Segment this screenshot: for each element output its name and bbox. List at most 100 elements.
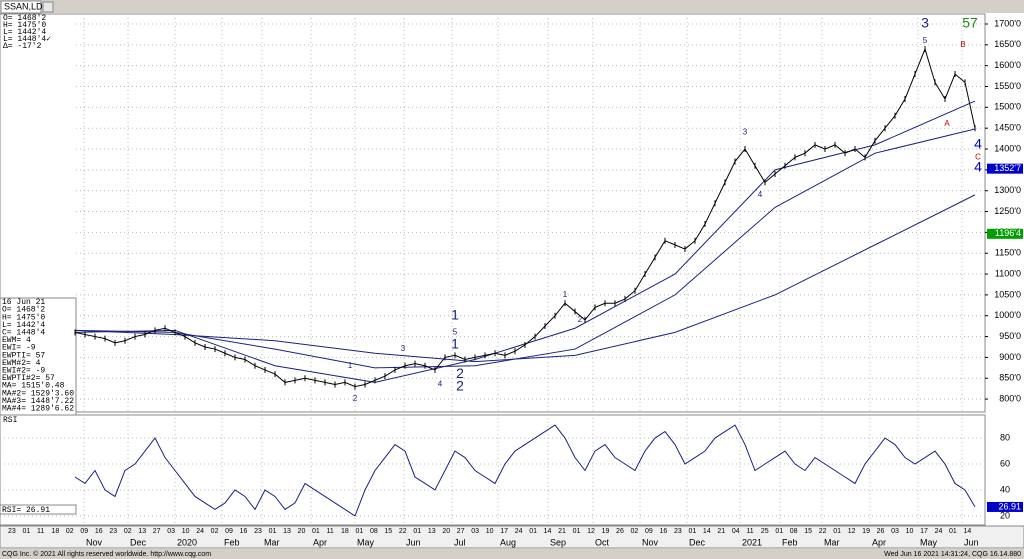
- wave-label: 2: [456, 377, 464, 393]
- price-pane: [0, 13, 986, 413]
- wave-label: 57: [962, 15, 978, 31]
- day-label: 22: [399, 528, 407, 535]
- day-label: 01: [355, 528, 363, 535]
- y-tick-label: 1150'0: [995, 248, 1021, 258]
- day-label: 24: [935, 528, 943, 535]
- info-line: O= 1468'2: [3, 14, 46, 23]
- y-tick-label: 1050'0: [994, 289, 1021, 299]
- y-tick-label: 1450'0: [994, 123, 1021, 133]
- wave-label: 4: [758, 190, 763, 199]
- month-label: Apr: [872, 537, 886, 547]
- info-line: MA#3= 1448'7.22: [2, 397, 74, 406]
- rsi-line: [74, 424, 976, 517]
- rsi-label: RSI: [3, 416, 17, 425]
- tab-bar: [0, 0, 1024, 13]
- info-line: O= 1468'2: [2, 306, 45, 315]
- rsi-tick-label: 60: [1000, 458, 1010, 468]
- y-tick-label: 850'0: [999, 373, 1021, 383]
- month-label: Jul: [454, 537, 466, 547]
- wave-label: 2: [353, 394, 358, 403]
- day-label: 12: [848, 528, 856, 535]
- wave-label: 1: [451, 336, 459, 352]
- day-label: 27: [457, 528, 465, 535]
- day-label: 18: [341, 528, 349, 535]
- day-label: 16: [95, 528, 103, 535]
- y-tick-label: 900'0: [999, 352, 1021, 362]
- status-left: CQG Inc. © 2021 All rights reserved worl…: [2, 550, 211, 558]
- rsi-tag-label: 26.91: [998, 501, 1021, 511]
- rsi-tick-label: 20: [1000, 510, 1010, 520]
- add-tab[interactable]: [42, 1, 54, 13]
- day-label: 02: [631, 528, 639, 535]
- day-label: 19: [862, 528, 870, 535]
- y-tick-label: 1000'0: [994, 310, 1021, 320]
- month-label: Apr: [313, 537, 327, 547]
- day-label: 24: [515, 528, 523, 535]
- day-label: 01: [22, 528, 30, 535]
- y-tick-label: 1100'0: [995, 268, 1021, 278]
- day-label: 08: [790, 528, 798, 535]
- day-label: 23: [254, 528, 262, 535]
- day-label: 01: [269, 528, 277, 535]
- month-label: Feb: [782, 537, 798, 547]
- y-tick-label: 1400'0: [994, 143, 1021, 153]
- wave-label: 4: [974, 136, 982, 152]
- day-label: 21: [558, 528, 566, 535]
- day-label: 14: [703, 528, 711, 535]
- date-axis: [0, 525, 1024, 549]
- moving-average: [74, 194, 976, 363]
- day-label: 11: [327, 528, 334, 535]
- wave-label: 5: [453, 328, 458, 337]
- day-label: 01: [413, 528, 421, 535]
- month-label: Nov: [642, 537, 659, 547]
- day-label: 20: [442, 528, 450, 535]
- day-label: 27: [153, 528, 161, 535]
- rsi-tick-label: 80: [1000, 432, 1010, 442]
- day-label: 11: [37, 528, 44, 535]
- day-label: 01: [949, 528, 957, 535]
- day-label: 11: [746, 528, 753, 535]
- tab[interactable]: [0, 0, 42, 14]
- month-label: Dec: [689, 537, 706, 547]
- day-label: 09: [80, 528, 88, 535]
- month-label: Feb: [224, 537, 240, 547]
- day-label: 02: [124, 528, 132, 535]
- day-label: 01: [775, 528, 783, 535]
- day-label: 14: [544, 528, 552, 535]
- day-label: 16: [240, 528, 248, 535]
- wave-label: 1: [451, 306, 459, 322]
- info-line: C= 1448'4: [2, 329, 45, 338]
- month-label: Sep: [550, 537, 566, 547]
- month-label: Mar: [264, 537, 280, 547]
- y-tick-label: 1600'0: [994, 60, 1021, 70]
- status-right: Wed Jun 16 2021 14:31:24, CQG 16.14.880: [884, 551, 1021, 558]
- wave-label: 4: [974, 158, 982, 174]
- status-bar: [0, 549, 1024, 559]
- day-label: 03: [891, 528, 899, 535]
- day-label: 09: [225, 528, 233, 535]
- day-label: 01: [833, 528, 841, 535]
- price-tag: [987, 228, 1023, 239]
- day-label: 21: [717, 528, 725, 535]
- day-label: 13: [283, 528, 291, 535]
- y-tick-label: 1250'0: [994, 206, 1021, 216]
- wave-label: C: [975, 152, 981, 161]
- rsi-tag: [987, 501, 1023, 512]
- day-label: 22: [819, 528, 827, 535]
- info-line: L= 1442'4: [2, 321, 45, 330]
- info-line: MA#2= 1529'3.60: [2, 389, 74, 398]
- info-line: H= 1475'0: [3, 21, 46, 30]
- day-label: 08: [370, 528, 378, 535]
- wave-label: 3: [921, 15, 929, 31]
- y-tick-label: 1650'0: [994, 39, 1021, 49]
- day-label: 10: [486, 528, 494, 535]
- info-line: 16 Jun 21: [2, 298, 45, 307]
- day-label: 15: [384, 528, 392, 535]
- month-label: Mar: [824, 537, 840, 547]
- info-line: H= 1475'0: [2, 313, 45, 322]
- info-box: [0, 297, 77, 416]
- day-label: 26: [877, 528, 885, 535]
- info-line: MA= 1515'0.48: [2, 382, 65, 391]
- wave-label: A: [944, 119, 950, 128]
